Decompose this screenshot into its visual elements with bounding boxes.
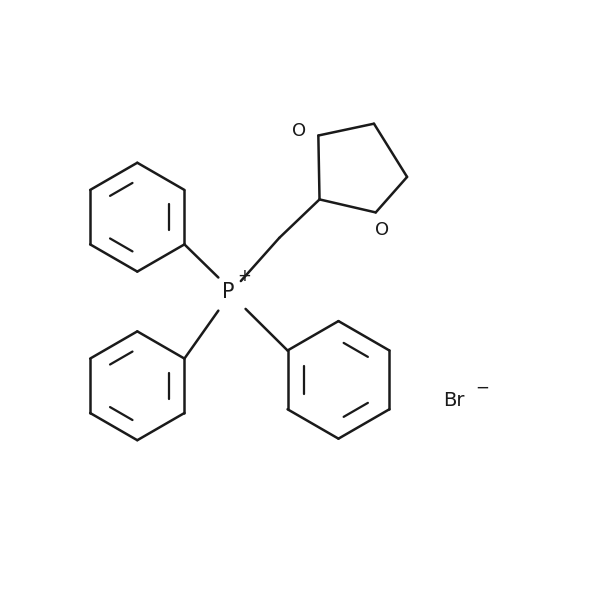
Text: +: + — [238, 268, 251, 286]
Text: O: O — [292, 122, 306, 140]
Text: −: − — [475, 379, 489, 397]
Text: Br: Br — [443, 391, 464, 410]
Text: P: P — [221, 282, 234, 302]
Text: O: O — [374, 221, 389, 239]
